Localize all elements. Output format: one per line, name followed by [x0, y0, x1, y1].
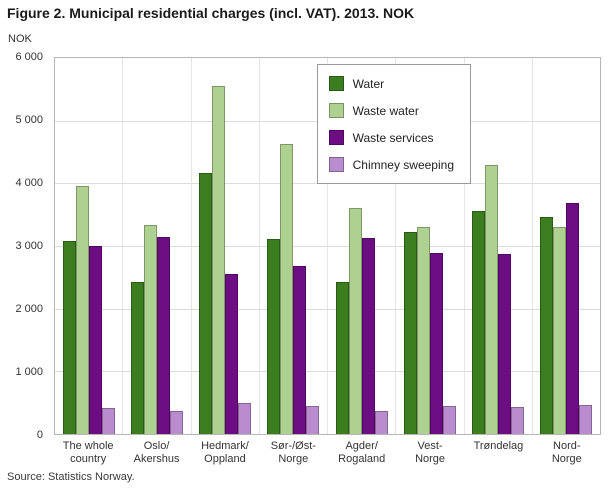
- bar-water: [335, 282, 349, 434]
- bar-chimney-sweeping: [101, 407, 115, 434]
- bar-chimney-sweeping: [306, 406, 320, 434]
- bar-water: [267, 239, 281, 434]
- legend-item: Water: [328, 76, 454, 91]
- bar-chimney-sweeping: [169, 411, 183, 434]
- bar-waste-services: [566, 202, 580, 434]
- y-tick-label: 3 000: [15, 240, 43, 252]
- bar-waste-water: [280, 143, 294, 434]
- plot-area: Water Waste water Waste services Chimney sw…: [54, 57, 601, 435]
- bar-waste-services: [88, 246, 102, 434]
- y-tick-label: 4 000: [15, 177, 43, 189]
- bar-group: [396, 58, 465, 434]
- bar-waste-services: [498, 254, 512, 434]
- bar-waste-services: [225, 274, 239, 434]
- bar-water: [540, 216, 554, 434]
- x-axis-label: Vest- Norge: [415, 440, 446, 466]
- bar-water: [403, 231, 417, 434]
- bar-group: [328, 58, 397, 434]
- x-axis-label: Trøndelag: [473, 440, 524, 452]
- bar-waste-water: [75, 185, 89, 434]
- legend-label: Water: [352, 76, 385, 91]
- bar-waste-water: [212, 85, 226, 434]
- legend-item: Waste water: [328, 103, 454, 118]
- bar-chimney-sweeping: [238, 402, 252, 434]
- x-axis-label: Sør-/Øst- Norge: [270, 440, 316, 466]
- x-axis-label: Agder/ Rogaland: [338, 440, 386, 466]
- x-axis-label: The whole country: [62, 440, 114, 466]
- bar-group: [55, 58, 124, 434]
- bar-waste-water: [143, 225, 157, 434]
- bar-water: [130, 282, 144, 434]
- bar-waste-services: [429, 252, 443, 434]
- bar-water: [62, 241, 76, 434]
- y-tick-label: 1 000: [15, 366, 43, 378]
- y-axis-title: NOK: [8, 33, 32, 45]
- y-axis-labels: 6 000 5 000 4 000 3 000 2 000 1 000 0: [0, 51, 48, 441]
- legend-swatch: [328, 157, 344, 172]
- bar-waste-water: [553, 226, 567, 434]
- bar-group: [260, 58, 328, 434]
- legend-label: Waste services: [352, 130, 434, 145]
- bar-group: [465, 58, 533, 434]
- bar-chimney-sweeping: [579, 405, 593, 434]
- bar-water: [199, 172, 213, 434]
- bar-chimney-sweeping: [374, 410, 388, 434]
- page-title: Figure 2. Municipal residential charges …: [7, 5, 415, 21]
- source-note: Source: Statistics Norway.: [7, 471, 135, 483]
- bar-chimney-sweeping: [511, 407, 525, 434]
- bar-group: [533, 58, 600, 434]
- bar-group: [123, 58, 192, 434]
- legend: Water Waste water Waste services Chimney sw…: [316, 64, 471, 184]
- x-axis-labels: The whole country Oslo/ Akershus Hedmark/ …: [54, 440, 601, 466]
- legend-swatch: [328, 130, 344, 145]
- x-axis-label: Oslo/ Akershus: [133, 440, 180, 466]
- y-tick-label: 0: [36, 429, 43, 441]
- bar-water: [472, 210, 486, 434]
- bar-waste-services: [361, 237, 375, 434]
- legend-label: Chimney sweeping: [352, 157, 454, 172]
- y-tick-label: 2 000: [15, 303, 43, 315]
- y-tick-label: 5 000: [15, 114, 43, 126]
- bar-group: [192, 58, 260, 434]
- bar-waste-services: [156, 237, 170, 434]
- bar-waste-water: [416, 227, 430, 434]
- legend-swatch: [328, 103, 344, 118]
- bar-waste-services: [293, 266, 307, 434]
- x-axis-label: Hedmark/ Oppland: [201, 440, 249, 466]
- bar-groups: [55, 58, 600, 434]
- legend-item: Waste services: [328, 130, 454, 145]
- bar-chimney-sweeping: [442, 406, 456, 434]
- legend-swatch: [328, 76, 344, 91]
- bar-waste-water: [348, 207, 362, 434]
- y-tick-label: 6 000: [15, 51, 43, 63]
- x-axis-label: Nord- Norge: [551, 440, 582, 466]
- bar-waste-water: [485, 164, 499, 434]
- legend-label: Waste water: [352, 103, 419, 118]
- legend-item: Chimney sweeping: [328, 157, 454, 172]
